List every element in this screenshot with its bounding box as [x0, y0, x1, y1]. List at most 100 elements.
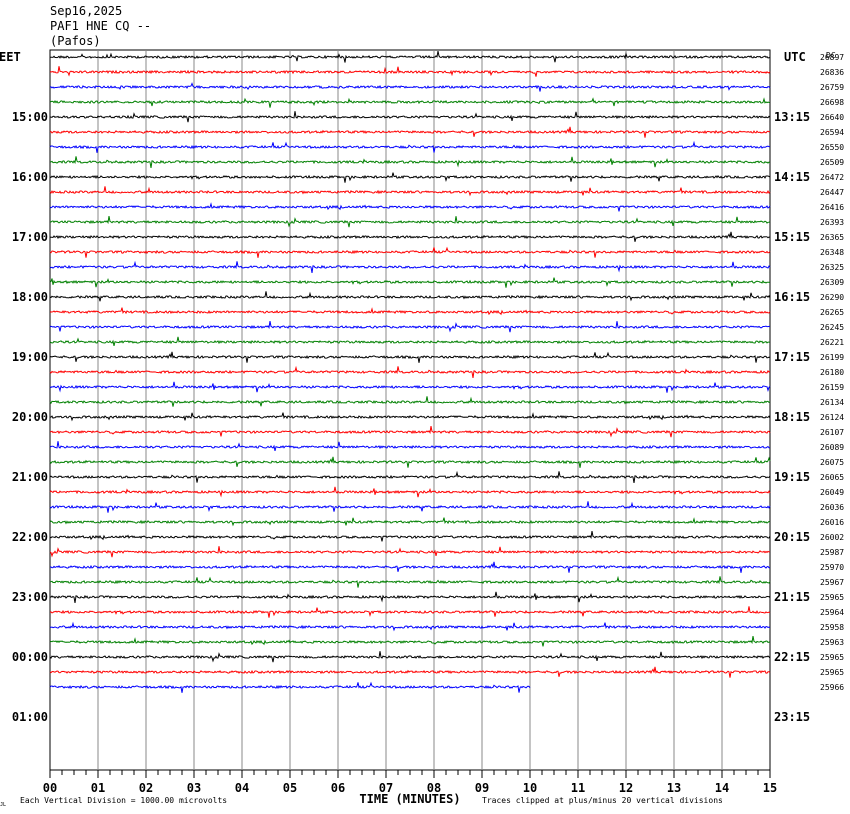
trace-dc-label: 25967 — [820, 578, 844, 587]
trace-dc-label: 26290 — [820, 293, 844, 302]
trace-dc-label: 26393 — [820, 218, 844, 227]
trace-line — [49, 126, 771, 138]
trace-dc-label: 25963 — [820, 638, 844, 647]
right-hour-label: 21:15 — [774, 590, 810, 604]
trace-line — [50, 561, 771, 573]
trace-line — [49, 172, 771, 183]
trace-dc-label: 26245 — [820, 323, 844, 332]
trace-line — [49, 291, 771, 302]
trace-dc-label: 26836 — [820, 68, 844, 77]
trace-line — [49, 246, 771, 258]
trace-dc-label: 25965 — [820, 593, 844, 602]
x-tick-label: 03 — [187, 781, 201, 795]
x-tick-label: 04 — [235, 781, 249, 795]
right-timezone-label: UTC — [784, 50, 806, 64]
trace-line — [49, 470, 771, 483]
x-axis-title: TIME (MINUTES) — [359, 792, 460, 806]
trace-dc-label: 25966 — [820, 683, 844, 692]
left-timezone-label: EET — [0, 50, 21, 64]
trace-line — [49, 651, 771, 663]
x-tick-label: 00 — [43, 781, 57, 795]
trace-dc-label: 25965 — [820, 668, 844, 677]
left-hour-label: 00:00 — [12, 650, 48, 664]
trace-dc-label: 26550 — [820, 143, 844, 152]
trace-dc-label: 26065 — [820, 473, 844, 482]
x-tick-label: 06 — [331, 781, 345, 795]
trace-line — [49, 441, 771, 452]
trace-dc-label: 26180 — [820, 368, 844, 377]
left-hour-label: 23:00 — [12, 590, 48, 604]
trace-dc-label: 26472 — [820, 173, 844, 182]
clipping-note: Traces clipped at plus/minus 20 vertical… — [482, 796, 723, 805]
trace-line — [49, 260, 771, 273]
trace-dc-label: 26016 — [820, 518, 844, 527]
right-hour-label: 17:15 — [774, 350, 810, 364]
x-tick-label: 10 — [523, 781, 537, 795]
x-tick-label: 07 — [379, 781, 393, 795]
trace-line — [49, 51, 771, 63]
right-hour-label: 15:15 — [774, 230, 810, 244]
trace-dc-label: 26759 — [820, 83, 844, 92]
trace-dc-label: 26221 — [820, 338, 844, 347]
x-tick-label: 01 — [91, 781, 105, 795]
trace-line — [49, 202, 771, 212]
trace-dc-label: 26365 — [820, 233, 844, 242]
footer-mark: JL — [0, 802, 6, 808]
trace-line — [49, 186, 771, 197]
trace-dc-label: 25958 — [820, 623, 844, 632]
left-hour-label: 01:00 — [12, 710, 48, 724]
trace-line — [49, 381, 771, 393]
right-hour-label: 16:15 — [774, 290, 810, 304]
trace-dc-label: 25970 — [820, 563, 844, 572]
trace-line — [49, 140, 771, 153]
date-label: Sep16,2025 — [50, 4, 123, 18]
left-hour-label: 22:00 — [12, 530, 48, 544]
right-hour-label: 13:15 — [774, 110, 810, 124]
left-hour-label: 20:00 — [12, 410, 48, 424]
trace-dc-label: 26036 — [820, 503, 844, 512]
trace-dc-label: 26265 — [820, 308, 844, 317]
dc-corner-label: DC — [826, 51, 836, 60]
trace-dc-label: 26897 — [820, 53, 844, 62]
trace-line — [49, 606, 771, 618]
x-tick-label: 11 — [571, 781, 585, 795]
trace-line — [49, 66, 771, 77]
right-hour-label: 14:15 — [774, 170, 810, 184]
trace-line — [49, 666, 771, 678]
vertical-division-note: Each Vertical Division = 1000.00 microvo… — [20, 796, 227, 805]
trace-dc-label: 25987 — [820, 548, 844, 557]
trace-line — [49, 575, 771, 588]
trace-dc-label: 26002 — [820, 533, 844, 542]
trace-dc-label: 26416 — [820, 203, 844, 212]
trace-line — [49, 396, 771, 407]
trace-line — [49, 681, 531, 693]
trace-line — [49, 321, 770, 333]
x-tick-label: 09 — [475, 781, 489, 795]
location-label: (Pafos) — [50, 34, 101, 48]
plot-frame — [49, 49, 771, 771]
trace-line — [49, 621, 771, 632]
trace-line — [49, 307, 771, 316]
trace-dc-label: 26325 — [820, 263, 844, 272]
right-hour-label: 18:15 — [774, 410, 810, 424]
trace-dc-label: 26134 — [820, 398, 844, 407]
trace-line — [49, 412, 771, 422]
trace-line — [49, 97, 771, 108]
left-hour-label: 16:00 — [12, 170, 48, 184]
x-tick-label: 12 — [619, 781, 633, 795]
trace-line — [49, 336, 771, 347]
trace-line — [49, 517, 771, 527]
left-hour-label: 21:00 — [12, 470, 48, 484]
station-label: PAF1 HNE CQ -- — [50, 19, 152, 33]
trace-line — [49, 531, 771, 542]
trace-line — [49, 591, 771, 603]
trace-dc-label: 26447 — [820, 188, 844, 197]
left-hour-label: 15:00 — [12, 110, 48, 124]
trace-dc-label: 26348 — [820, 248, 844, 257]
trace-line — [49, 486, 771, 498]
trace-dc-label: 26509 — [820, 158, 844, 167]
traces-group — [49, 51, 771, 693]
trace-dc-label: 26049 — [820, 488, 844, 497]
trace-dc-label: 25965 — [820, 653, 844, 662]
